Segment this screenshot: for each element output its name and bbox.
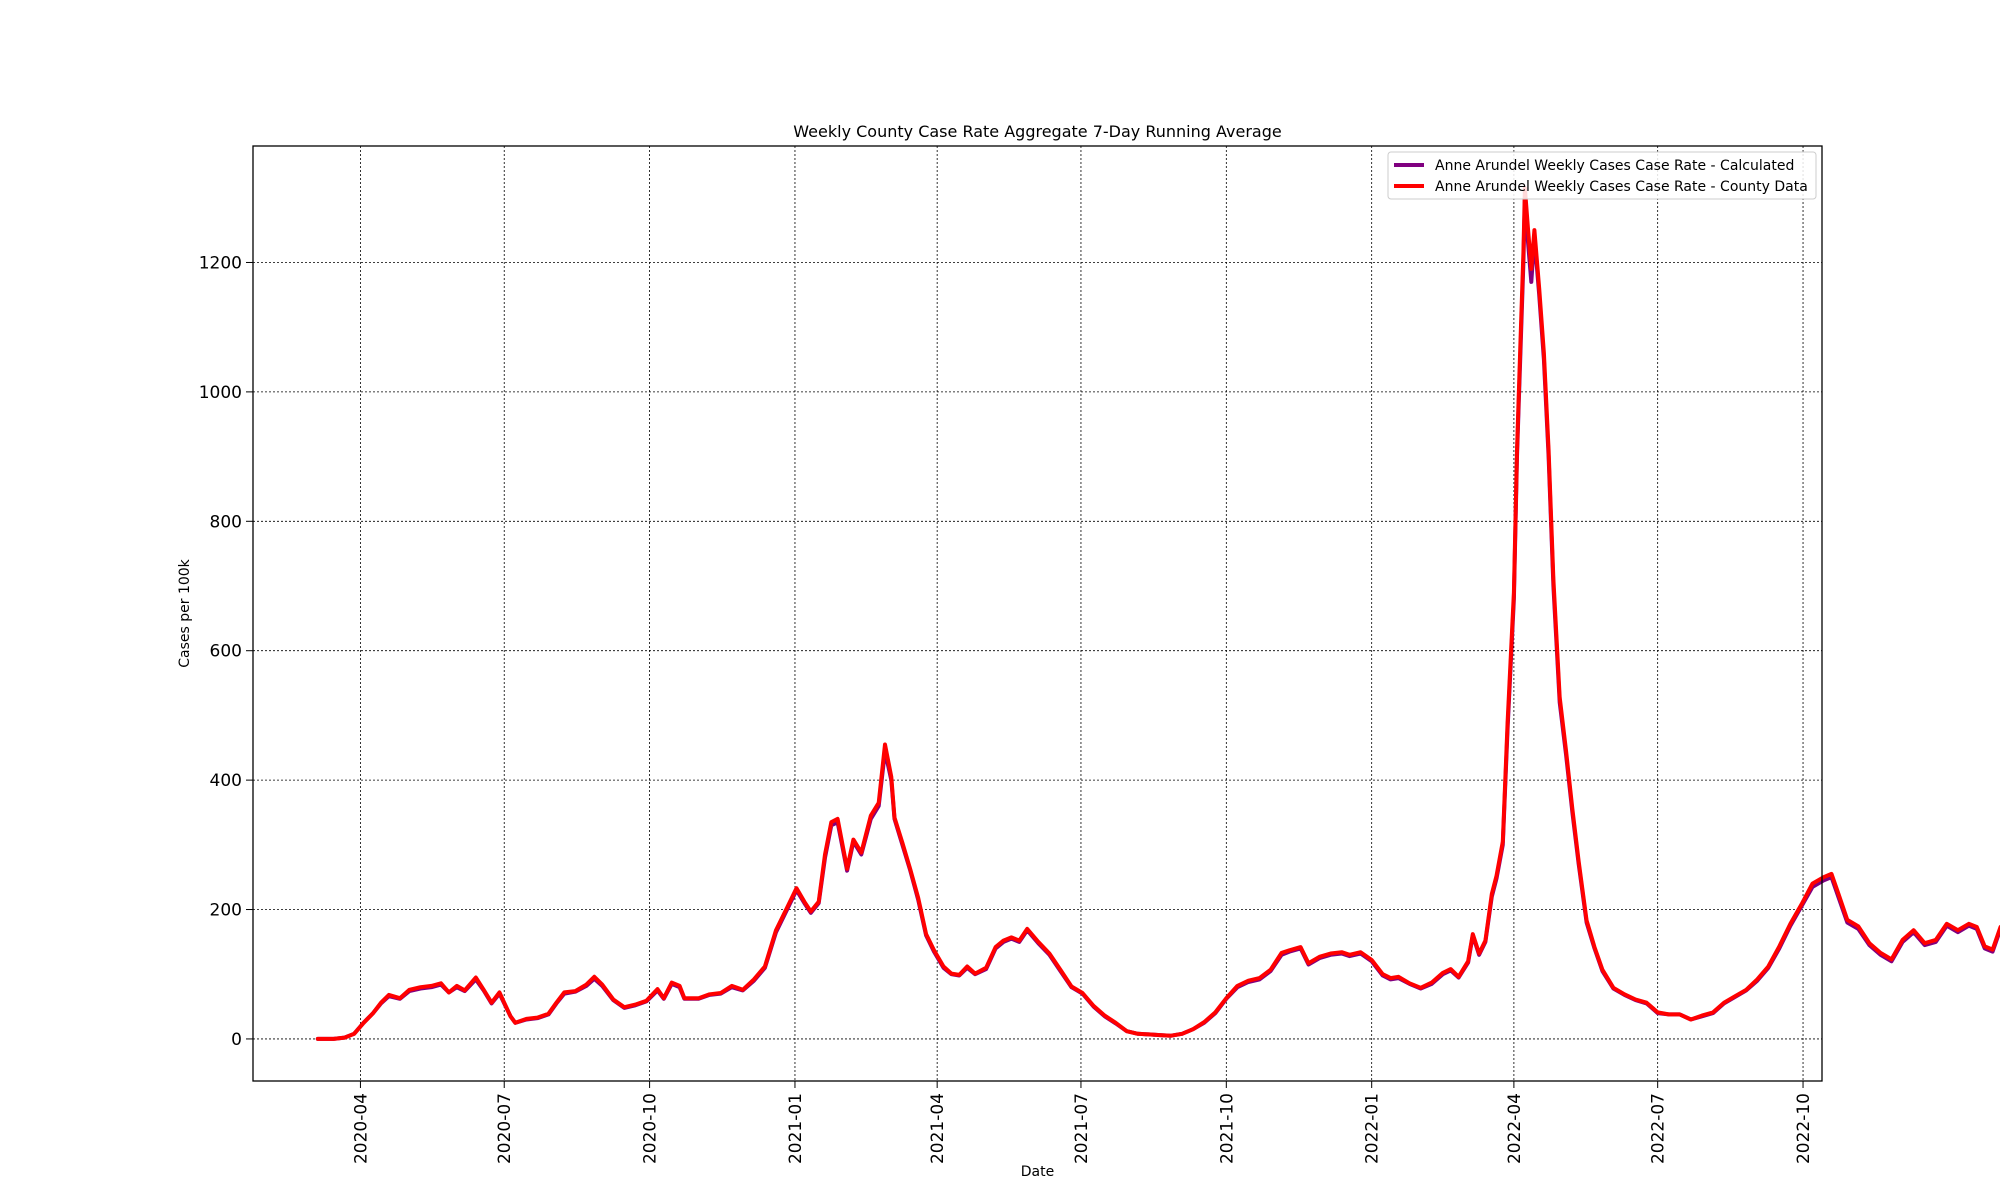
- y-tick-label: 800: [210, 512, 242, 532]
- y-tick-label: 400: [210, 771, 242, 791]
- x-tick-label: 2021-01: [786, 1093, 806, 1164]
- series-line-county-data: [315, 186, 2000, 1041]
- y-tick-label: 200: [210, 901, 242, 921]
- x-tick-label: 2021-07: [1072, 1093, 1092, 1164]
- legend-box: [1387, 151, 1817, 200]
- x-tick-label: 2022-04: [1505, 1093, 1525, 1164]
- x-tick-label: 2022-01: [1363, 1093, 1383, 1164]
- y-tick-label: 0: [231, 1030, 242, 1050]
- series-line-calculated: [315, 195, 2000, 1041]
- x-tick-label: 2022-10: [1794, 1093, 1814, 1164]
- grid-layer: [253, 146, 1822, 1081]
- chart-title: Weekly County Case Rate Aggregate 7-Day …: [793, 122, 1281, 141]
- x-tick-label: 2021-10: [1217, 1093, 1237, 1164]
- legend-label-calculated: Anne Arundel Weekly Cases Case Rate - Ca…: [1435, 158, 1794, 174]
- y-axis-title: Cases per 100k: [177, 558, 193, 667]
- legend-label-county-data: Anne Arundel Weekly Cases Case Rate - Co…: [1435, 179, 1808, 195]
- x-tick-label: 2020-04: [351, 1093, 371, 1164]
- legend: Anne Arundel Weekly Cases Case Rate - Ca…: [1387, 151, 1817, 200]
- x-tick-label: 2020-10: [641, 1093, 661, 1164]
- tick-layer: 2020-04 2020-07 2020-10 2021-01 2021-04 2021-…: [199, 253, 1814, 1164]
- x-axis-title: Date: [1021, 1164, 1054, 1180]
- series-layer: [315, 186, 2000, 1041]
- x-tick-label: 2021-04: [928, 1093, 948, 1164]
- y-tick-label: 1200: [199, 253, 242, 273]
- y-tick-label: 1000: [199, 383, 242, 403]
- x-tick-label: 2020-07: [495, 1093, 515, 1164]
- plot-frame: [252, 145, 1823, 1082]
- x-tick-label: 2022-07: [1649, 1093, 1669, 1164]
- y-tick-label: 600: [210, 642, 242, 662]
